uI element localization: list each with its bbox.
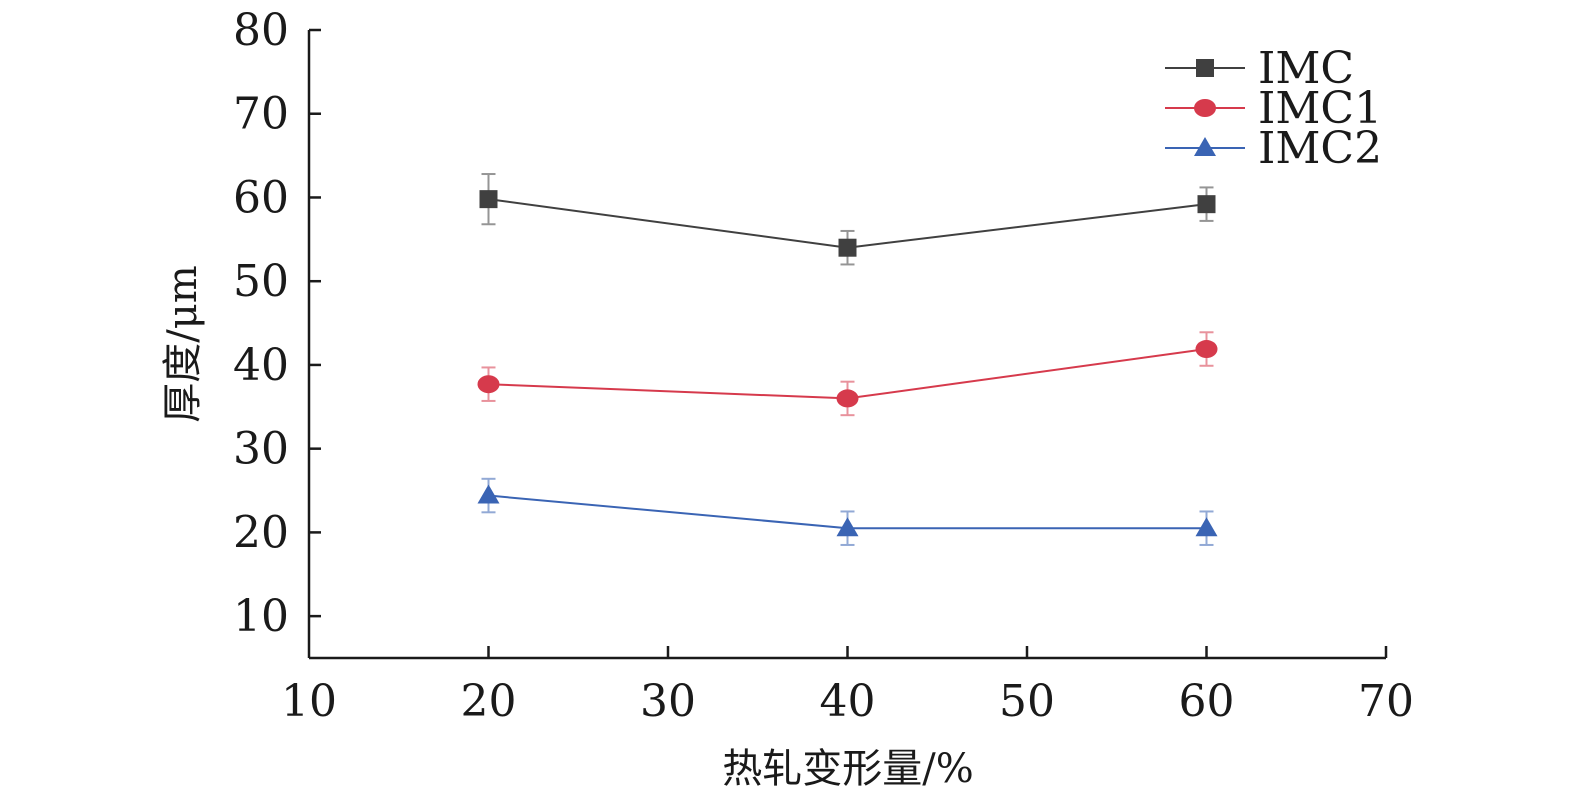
x-tick-label: 20 xyxy=(461,676,517,727)
x-tick-label: 30 xyxy=(640,676,696,727)
x-axis-title: 热轧变形量/% xyxy=(722,746,973,792)
y-tick-label: 40 xyxy=(233,340,289,391)
x-ticks: 10 20 30 40 50 60 70 xyxy=(281,646,1414,727)
data-point xyxy=(1197,195,1216,214)
series-imc1 xyxy=(477,331,1218,417)
legend-item: IMC1 xyxy=(1165,83,1382,134)
y-tick-label: 50 xyxy=(233,256,289,307)
x-tick-label: 60 xyxy=(1179,676,1235,727)
series-imc xyxy=(479,173,1216,266)
y-tick-label: 30 xyxy=(233,424,289,475)
data-point xyxy=(836,389,859,408)
legend-marker xyxy=(1196,59,1214,77)
y-axis-title: 厚度/μm xyxy=(160,265,206,422)
legend-label: IMC2 xyxy=(1258,123,1382,174)
x-tick-label: 70 xyxy=(1358,676,1414,727)
x-tick-label: 50 xyxy=(999,676,1055,727)
x-tick-label: 10 xyxy=(281,676,337,727)
series-layer xyxy=(477,173,1218,546)
series-imc2 xyxy=(477,477,1218,546)
axes xyxy=(307,30,1386,660)
y-tick-label: 60 xyxy=(233,172,289,223)
data-point xyxy=(836,517,859,537)
data-point xyxy=(1195,517,1218,537)
x-tick-label: 40 xyxy=(820,676,876,727)
legend-marker xyxy=(1194,99,1216,117)
legend-item: IMC2 xyxy=(1165,123,1382,174)
data-point xyxy=(479,190,498,209)
y-tick-label: 20 xyxy=(233,507,289,558)
data-point xyxy=(838,238,857,257)
data-point xyxy=(477,484,500,504)
y-ticks: 10 20 30 40 50 60 70 80 xyxy=(233,5,321,642)
legend-marker xyxy=(1194,137,1216,156)
legend-label: IMC xyxy=(1258,43,1354,94)
legend-label: IMC1 xyxy=(1258,83,1382,134)
legend-item: IMC xyxy=(1165,43,1354,94)
data-point xyxy=(1195,340,1218,359)
y-tick-label: 70 xyxy=(233,89,289,140)
y-tick-label: 80 xyxy=(233,5,289,56)
data-point xyxy=(477,375,500,394)
y-tick-label: 10 xyxy=(233,591,289,642)
